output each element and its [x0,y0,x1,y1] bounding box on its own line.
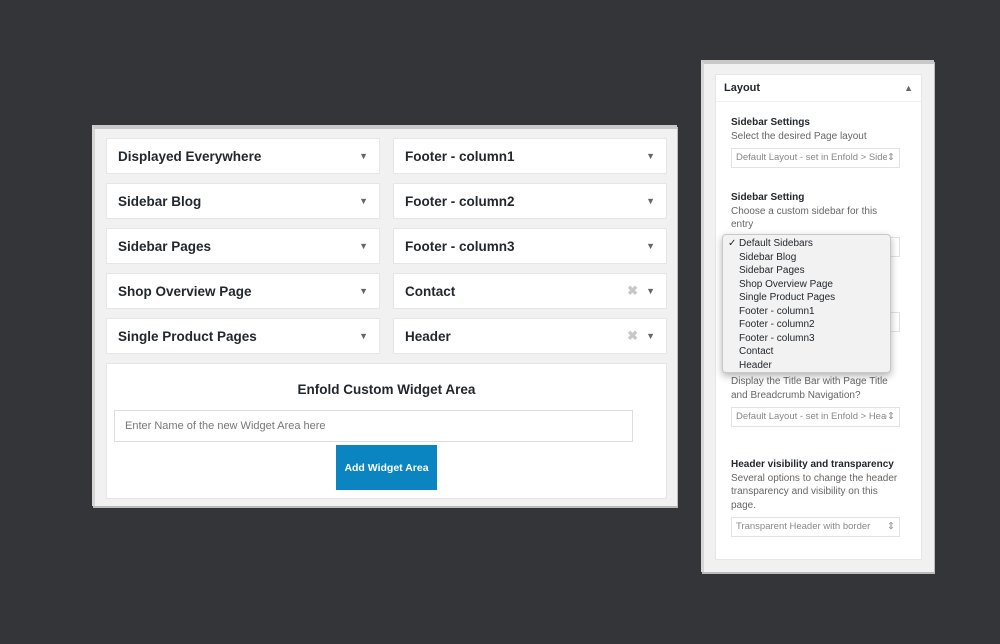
header-visibility-label: Header visibility and transparency [731,459,894,470]
select-arrows-icon: ⇕ [887,411,895,423]
widget-area-item[interactable]: Single Product Pages ▼ [106,318,380,354]
chevron-down-icon[interactable]: ▼ [359,151,368,161]
add-widget-area-button[interactable]: Add Widget Area [336,445,437,490]
sidebar-settings-label: Sidebar Settings [731,117,810,128]
widget-area-name-input[interactable] [114,410,633,442]
chevron-down-icon[interactable]: ▼ [359,196,368,206]
chevron-down-icon[interactable]: ▼ [646,331,655,341]
widget-area-item[interactable]: Footer - column1 ▼ [393,138,667,174]
option-label: Sidebar Pages [739,265,805,276]
dropdown-option[interactable]: Sidebar Pages [723,264,890,278]
option-label: Footer - column2 [739,319,815,330]
option-label: Footer - column1 [739,305,815,317]
widget-area-item[interactable]: Displayed Everywhere ▼ [106,138,380,174]
widget-area-label: Sidebar Pages [118,238,212,254]
title-bar-select[interactable]: Default Layout - set in Enfold > Header ⇕ [731,407,900,427]
custom-area-title: Enfold Custom Widget Area [297,382,476,397]
widget-area-label: Sidebar Blog [118,193,202,209]
custom-widget-area-form: Enfold Custom Widget Area Add Widget Are… [106,363,667,499]
dropdown-option[interactable]: ✓ Default Sidebars [723,237,890,251]
widget-areas-panel: Displayed Everywhere ▼ Sidebar Blog ▼ Sideba… [92,125,677,506]
chevron-down-icon[interactable]: ▼ [646,286,655,296]
option-label: Contact [739,346,774,357]
select-arrows-icon: ⇕ [887,521,895,533]
widget-area-label: Shop Overview Page [118,283,252,299]
dropdown-option[interactable]: Contact [723,345,890,359]
widget-area-label: Footer - column2 [405,193,515,209]
option-label: Footer - column3 [739,332,815,344]
chevron-down-icon[interactable]: ▼ [359,286,368,296]
option-label: Default Sidebars [739,238,813,249]
chevron-down-icon[interactable]: ▼ [359,241,368,251]
header-visibility-select[interactable]: Transparent Header with border ⇕ [731,517,900,537]
page-layout-select[interactable]: Default Layout - set in Enfold > Sidebar… [731,148,900,168]
option-label: Sidebar Blog [739,251,797,263]
widget-area-item[interactable]: Shop Overview Page ▼ [106,273,380,309]
layout-title: Layout [724,82,761,94]
chevron-down-icon[interactable]: ▼ [646,151,655,161]
widget-area-label: Displayed Everywhere [118,148,262,164]
dropdown-option[interactable]: Footer - column3 [723,332,890,346]
dropdown-option[interactable]: Footer - column2 [723,318,890,332]
widget-area-item[interactable]: Footer - column2 ▼ [393,183,667,219]
chevron-down-icon[interactable]: ▼ [646,241,655,251]
sidebar-settings-desc: Select the desired Page layout [731,130,867,142]
sidebar-setting-label: Sidebar Setting [731,192,805,203]
checkmark-icon: ✓ [728,238,737,249]
remove-icon[interactable]: ✖ [627,283,639,298]
widget-area-label: Footer - column3 [405,238,515,254]
option-label: Shop Overview Page [739,278,833,290]
widget-area-item[interactable]: Sidebar Pages ▼ [106,228,380,264]
chevron-down-icon[interactable]: ▼ [359,331,368,341]
option-label: Single Product Pages [739,292,836,303]
widget-area-item[interactable]: Footer - column3 ▼ [393,228,667,264]
dropdown-option[interactable]: Single Product Pages [723,291,890,305]
chevron-down-icon[interactable]: ▼ [646,196,655,206]
dropdown-option[interactable]: Header [723,359,890,373]
widget-area-label: Header [405,328,451,344]
sidebar-dropdown-menu: ✓ Default Sidebars Sidebar Blog Sidebar Pag… [722,234,891,373]
sidebar-setting-desc: Choose a custom sidebar for this entry [731,205,878,231]
title-bar-desc: Display the Title Bar with Page Title an… [731,376,888,401]
dropdown-option[interactable]: Sidebar Blog [723,251,890,265]
remove-icon[interactable]: ✖ [627,328,639,343]
widget-area-item[interactable]: Sidebar Blog ▼ [106,183,380,219]
dropdown-option[interactable]: Shop Overview Page [723,278,890,292]
header-visibility-desc: Several options to change the header tra… [731,472,898,511]
widget-area-label: Contact [405,283,456,299]
layout-header[interactable]: Layout ▲ [716,75,921,102]
widget-area-label: Footer - column1 [405,148,515,164]
select-arrows-icon: ⇕ [887,152,895,164]
widget-area-item[interactable]: Contact ✖ ▼ [393,273,667,309]
widget-area-item[interactable]: Header ✖ ▼ [393,318,667,354]
option-label: Header [739,359,772,371]
widget-area-label: Single Product Pages [118,328,257,344]
dropdown-option[interactable]: Footer - column1 [723,305,890,319]
collapse-arrow-icon[interactable]: ▲ [904,83,913,93]
